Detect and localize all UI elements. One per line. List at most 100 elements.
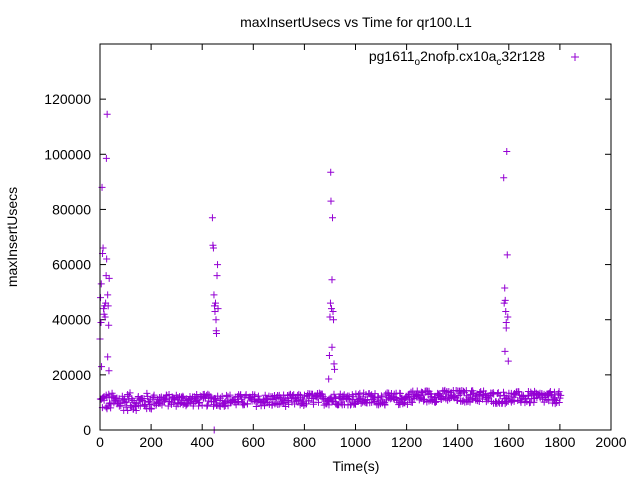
data-point	[356, 394, 364, 402]
legend-label-main: pg1611	[369, 48, 415, 64]
data-point	[104, 291, 112, 299]
y-tick-label: 120000	[44, 91, 91, 107]
x-tick-label: 2000	[595, 434, 626, 450]
data-point	[193, 391, 201, 399]
data-point	[179, 393, 187, 401]
x-tick-label: 600	[242, 434, 266, 450]
data-point	[103, 110, 111, 118]
data-point	[97, 318, 105, 326]
data-point	[545, 397, 553, 405]
data-point	[203, 402, 211, 410]
data-point	[550, 388, 558, 396]
data-point	[330, 360, 338, 368]
data-point	[217, 394, 225, 402]
data-point	[500, 388, 508, 396]
data-point	[124, 406, 132, 414]
data-point	[396, 400, 404, 408]
data-point	[555, 388, 563, 396]
data-point	[437, 396, 445, 404]
legend-label-sub1: o	[415, 57, 421, 68]
data-point	[450, 392, 458, 400]
data-point	[212, 316, 220, 324]
data-point	[254, 392, 262, 400]
x-tick-label: 1600	[493, 434, 524, 450]
data-point	[103, 255, 111, 263]
data-point	[474, 397, 482, 405]
data-point	[419, 391, 427, 399]
data-point	[501, 284, 509, 292]
data-point	[293, 396, 301, 404]
legend-label: pg1611o2nofp.cx10ac32r128	[369, 48, 545, 68]
data-point	[104, 353, 112, 361]
data-point	[164, 402, 172, 410]
x-tick-label: 0	[96, 434, 104, 450]
data-point	[325, 352, 333, 360]
data-point	[407, 388, 415, 396]
y-tick-label: 20000	[52, 367, 91, 383]
plot-frame	[99, 43, 612, 431]
data-point	[345, 392, 353, 400]
data-point	[297, 393, 305, 401]
data-point	[213, 330, 221, 337]
data-point	[351, 399, 359, 407]
data-point	[530, 398, 538, 406]
data-point	[318, 390, 326, 398]
data-point	[105, 321, 113, 329]
data-point	[97, 280, 105, 288]
data-point	[209, 244, 217, 252]
data-point	[555, 398, 563, 406]
data-point	[503, 251, 511, 259]
data-point	[105, 367, 113, 375]
data-point	[329, 307, 337, 315]
x-tick-label: 1000	[340, 434, 371, 450]
y-tick-label: 0	[83, 422, 91, 438]
legend-label-sub2: c	[496, 57, 501, 68]
x-tick-label: 800	[293, 434, 317, 450]
data-point	[213, 272, 221, 280]
legend-plus-icon	[571, 53, 579, 61]
data-point	[466, 391, 474, 399]
data-point	[208, 214, 216, 222]
data-point	[403, 400, 411, 408]
data-point	[210, 291, 218, 299]
data-point	[98, 363, 106, 371]
x-tick-label: 200	[139, 434, 163, 450]
data-point	[239, 399, 247, 407]
y-tick-label: 80000	[52, 201, 91, 217]
data-point	[468, 395, 476, 403]
data-point	[211, 299, 219, 307]
data-point	[128, 395, 136, 403]
data-point	[327, 197, 335, 205]
data-point	[501, 347, 509, 355]
data-point	[524, 392, 532, 400]
data-point	[510, 397, 518, 405]
data-point	[126, 389, 134, 397]
x-tick-label: 1200	[391, 434, 422, 450]
data-point	[459, 397, 467, 405]
data-point	[179, 392, 187, 400]
legend-label-mid: 2nofp.cx10a	[420, 48, 496, 64]
data-point	[504, 397, 512, 405]
data-point	[132, 407, 140, 415]
y-axis-label: maxInsertUsecs	[4, 187, 20, 287]
y-tick-label: 100000	[44, 146, 91, 162]
data-point	[408, 398, 416, 406]
data-point	[325, 375, 333, 383]
data-point	[346, 401, 354, 409]
data-point	[337, 399, 345, 407]
data-point	[431, 398, 439, 406]
data-point	[330, 390, 338, 398]
data-point	[295, 390, 303, 398]
chart-title: maxInsertUsecs vs Time for qr100.L1	[240, 14, 472, 30]
data-point	[104, 302, 112, 310]
data-point	[355, 391, 363, 399]
y-axis: 0 20000 40000 60000 80000 100000 120000	[44, 91, 611, 438]
data-point	[158, 401, 166, 409]
data-point	[396, 390, 404, 398]
data-point	[534, 390, 542, 398]
data-point	[102, 154, 110, 162]
data-point	[517, 398, 525, 406]
legend: pg1611o2nofp.cx10ac32r128	[369, 48, 579, 68]
x-axis-label: Time(s)	[333, 458, 380, 474]
data-point	[515, 388, 523, 396]
